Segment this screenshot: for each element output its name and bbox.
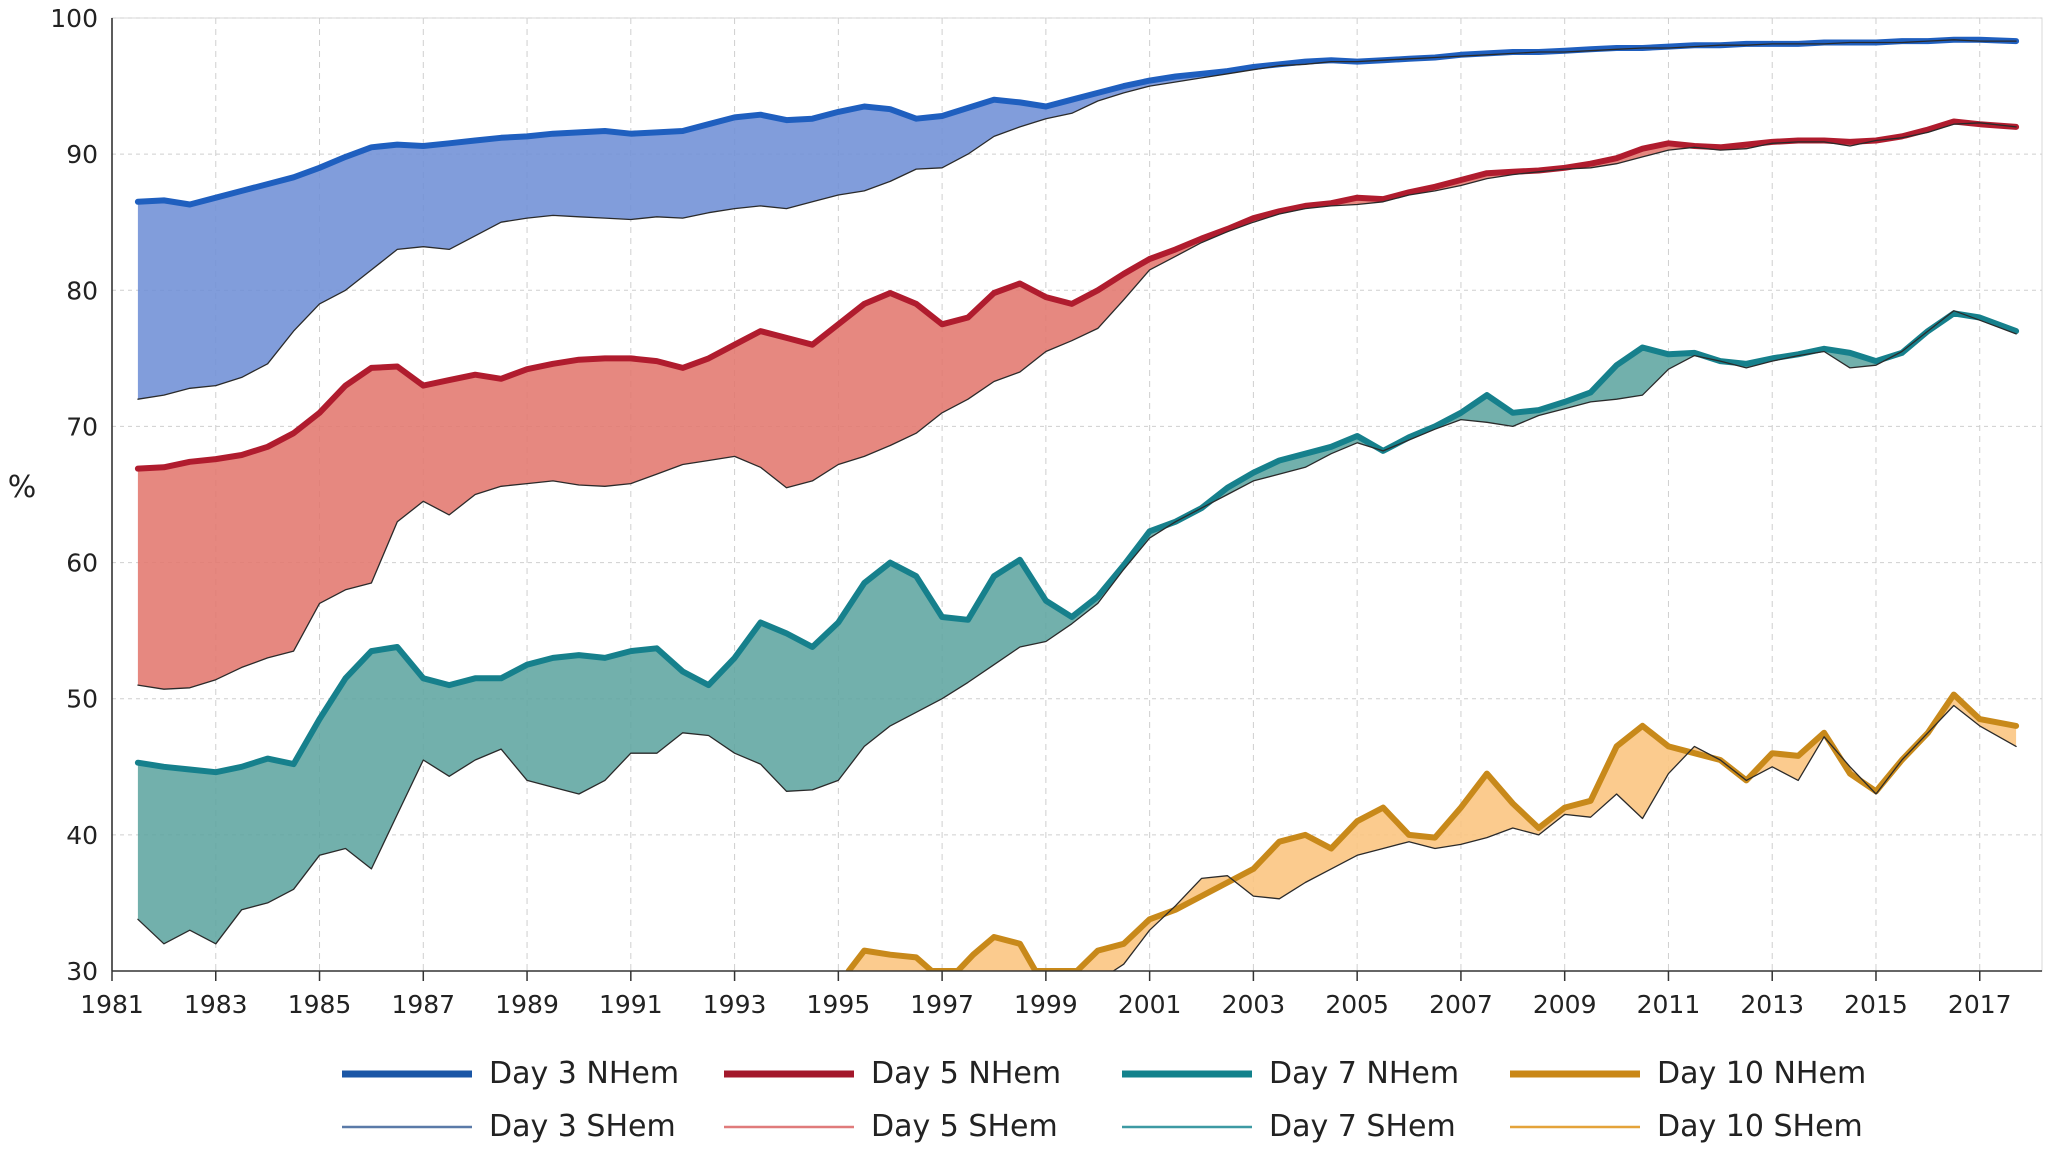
series-line-day-7-nhem <box>134 310 2020 776</box>
series-line-day-3-nhem <box>134 36 2020 208</box>
x-tick-label: 2017 <box>1948 990 2012 1019</box>
x-tick-label: 1995 <box>807 990 871 1019</box>
bands <box>137 39 2017 971</box>
band-day-3 <box>137 39 2017 400</box>
series-line-day-10-nhem <box>845 691 2020 971</box>
series-lines <box>134 36 2020 971</box>
x-tick-label: 1989 <box>495 990 559 1019</box>
series-line-day-5-nhem <box>134 118 2020 472</box>
legend-label: Day 5 NHem <box>871 1056 1061 1091</box>
x-tick-label: 1983 <box>184 990 248 1019</box>
legend-label: Day 3 NHem <box>489 1056 679 1091</box>
axes: 30 40 50 60 70 80 90 100 1981 1983 1985 1987 1989 199… <box>50 4 2042 1019</box>
legend-item-day-7-nhem: Day 7 NHem <box>1122 1056 1459 1091</box>
legend-item-day-3-nhem: Day 3 NHem <box>342 1056 679 1091</box>
x-tick-label: 1999 <box>1014 990 1078 1019</box>
y-tick-label: 80 <box>66 276 98 305</box>
x-tick-label: 1993 <box>703 990 767 1019</box>
legend-label: Day 10 SHem <box>1657 1109 1863 1144</box>
series-line-day-3-shem <box>137 39 2017 400</box>
legend-item-day-3-shem: Day 3 SHem <box>342 1109 676 1144</box>
x-tick-label: 1985 <box>288 990 352 1019</box>
series-line-day-10-shem <box>1112 704 2017 971</box>
band-day-5 <box>137 121 2017 690</box>
x-tick-label: 2013 <box>1740 990 1804 1019</box>
x-tick-label: 2007 <box>1429 990 1493 1019</box>
x-tick-label: 2011 <box>1637 990 1701 1019</box>
y-tick-label: 40 <box>66 821 98 850</box>
x-tick-label: 1981 <box>80 990 144 1019</box>
x-tick-label: 1987 <box>391 990 455 1019</box>
legend: Day 3 NHem Day 5 NHem Day 7 NHem Day 10 NHe… <box>342 1056 1866 1144</box>
legend-label: Day 7 SHem <box>1269 1109 1456 1144</box>
legend-label: Day 3 SHem <box>489 1109 676 1144</box>
legend-label: Day 7 NHem <box>1269 1056 1459 1091</box>
y-tick-label: 90 <box>66 140 98 169</box>
x-tick-label: 1997 <box>910 990 974 1019</box>
legend-item-day-10-shem: Day 10 SHem <box>1510 1109 1863 1144</box>
y-tick-label: 60 <box>66 549 98 578</box>
y-tick-label: 50 <box>66 685 98 714</box>
legend-label: Day 10 NHem <box>1657 1056 1866 1091</box>
x-tick-label: 2015 <box>1844 990 1908 1019</box>
y-tick-label: 100 <box>50 4 98 33</box>
y-tick-label: 70 <box>66 412 98 441</box>
y-axis-title: % <box>8 470 37 505</box>
legend-item-day-5-nhem: Day 5 NHem <box>724 1056 1061 1091</box>
series-line-day-7-shem <box>137 310 2017 945</box>
x-tick-label: 2009 <box>1533 990 1597 1019</box>
legend-item-day-5-shem: Day 5 SHem <box>724 1109 1058 1144</box>
series-line-day-5-shem <box>137 122 2017 690</box>
x-tick-label: 2005 <box>1325 990 1389 1019</box>
legend-label: Day 5 SHem <box>871 1109 1058 1144</box>
legend-item-day-7-shem: Day 7 SHem <box>1122 1109 1456 1144</box>
y-tick-label: 30 <box>66 957 98 986</box>
legend-item-day-10-nhem: Day 10 NHem <box>1510 1056 1866 1091</box>
x-tick-label: 2001 <box>1118 990 1182 1019</box>
x-tick-label: 2003 <box>1222 990 1286 1019</box>
x-tick-label: 1991 <box>599 990 663 1019</box>
